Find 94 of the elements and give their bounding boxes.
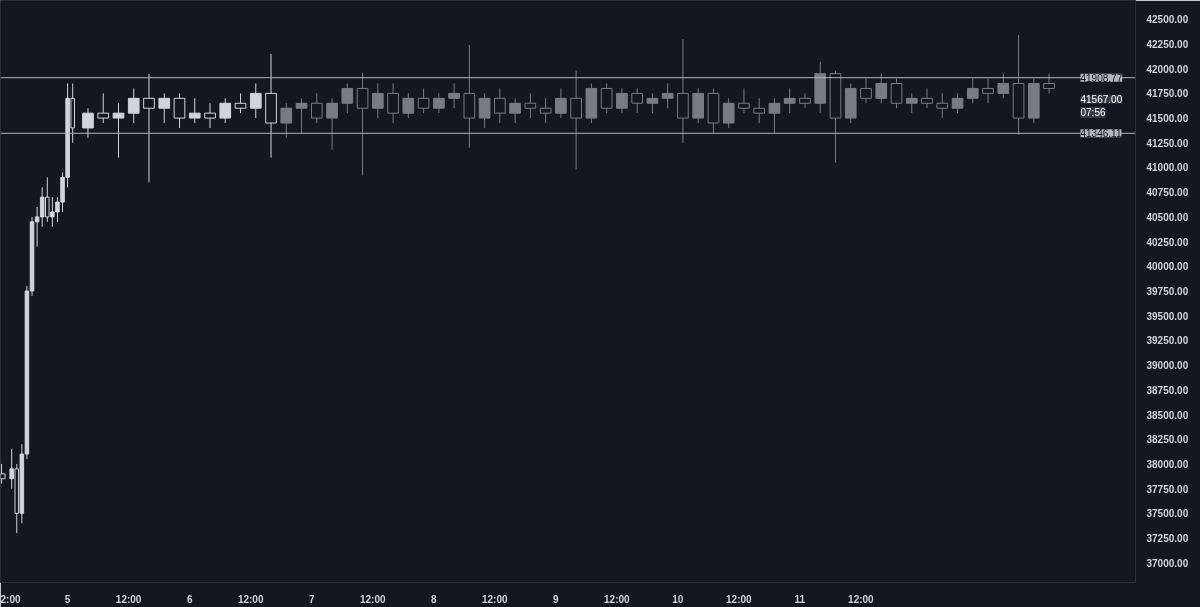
candlestick [890,78,903,109]
y-tick-label: 42250.00 [1146,38,1189,50]
candlestick [326,97,338,151]
candlestick [417,87,430,114]
x-tick-label: 12:00 [481,593,508,605]
candlestick [570,70,582,170]
candlestick [341,83,354,114]
candlestick [783,87,796,114]
candlestick [799,92,811,109]
candlestick [402,92,415,119]
annotation: 41567.00 [1080,94,1123,106]
candlestick [738,87,750,114]
candlestick [295,97,308,134]
y-tick-label: 40750.00 [1146,187,1189,199]
y-tick-label: 40500.00 [1146,211,1189,223]
y-tick-label: 37750.00 [1146,483,1189,495]
candlestick [555,87,567,119]
candlestick [997,73,1010,99]
candlestick [1043,73,1055,94]
candlestick [860,78,872,104]
candlestick [921,87,933,109]
x-tick-label: 12:00 [115,593,142,605]
y-tick-label: 38500.00 [1146,409,1189,421]
candlestick [310,92,323,124]
x-tick-label: 8 [430,593,437,605]
candlestick [951,92,964,114]
candlestick [936,92,949,119]
candlestick [875,73,888,104]
y-tick-label: 37000.00 [1146,557,1189,569]
candlestick [982,78,994,104]
candlestick [371,83,384,119]
y-tick-label: 42500.00 [1146,14,1189,26]
y-tick-label: 40250.00 [1146,236,1189,248]
candlestick [539,97,552,124]
candlestick [219,97,232,124]
candlestick [280,102,293,139]
candlestick [204,102,216,129]
candlestick [478,92,491,129]
y-tick-label: 40000.00 [1146,261,1189,273]
candlestick [905,92,918,114]
y-tick-label: 41250.00 [1146,137,1189,149]
candlestick [143,73,155,183]
x-tick-label: 12:00 [359,593,386,605]
x-tick-label: 12:00 [604,593,631,605]
candlestick [616,87,628,114]
x-tick-label: 11 [794,593,806,605]
y-tick-label: 37500.00 [1146,508,1189,520]
x-tick-label: 10 [672,593,684,605]
candlestick [646,92,659,114]
candlestick [97,92,110,124]
y-tick-label: 39500.00 [1146,310,1189,322]
ref-line-label: 41346.11 [1080,128,1122,140]
candlestick [127,87,140,124]
y-tick-label: 39000.00 [1146,360,1189,372]
candlestick [509,97,521,124]
x-tick-label: 12:00 [237,593,264,605]
y-tick-label: 38250.00 [1146,434,1189,446]
candlestick [188,97,201,124]
candlestick [433,92,445,114]
candlestick [448,83,460,109]
y-tick-label: 41000.00 [1146,162,1189,174]
candlestick [356,72,369,176]
candlestick [173,92,186,129]
x-tick-label: 9 [553,593,560,605]
candlestick [387,83,399,124]
candlestick [158,92,171,124]
ref-line-label: 41908.77 [1080,72,1123,84]
candlestick [631,87,643,114]
x-tick-label: 7 [308,593,315,605]
candlestick [82,107,94,139]
y-tick-label: 38750.00 [1146,384,1189,396]
x-tick-label: 12:00 [726,593,753,605]
candlestick [524,92,537,119]
y-tick-label: 42000.00 [1146,63,1189,75]
x-tick-label: 12:00 [848,593,875,605]
y-tick-label: 39750.00 [1146,286,1189,298]
annotation: 07:56 [1080,106,1106,118]
candlestick [722,97,735,129]
candlestick [966,78,979,104]
candlestick [600,83,613,114]
x-tick-label: 5 [64,593,71,605]
y-tick-label: 41750.00 [1146,88,1189,100]
y-tick-label: 41500.00 [1146,113,1189,125]
y-tick-label: 39250.00 [1146,335,1189,347]
y-tick-label: 37250.00 [1146,533,1189,545]
candlestick [112,102,125,159]
y-tick-label: 38000.00 [1146,458,1189,470]
candlestick [249,83,262,119]
x-tick-label: 6 [186,593,193,605]
candlestick [494,87,506,124]
candlestick [753,97,766,124]
candlestick [768,97,781,134]
candlestick [661,83,674,109]
candlestick [234,92,247,114]
